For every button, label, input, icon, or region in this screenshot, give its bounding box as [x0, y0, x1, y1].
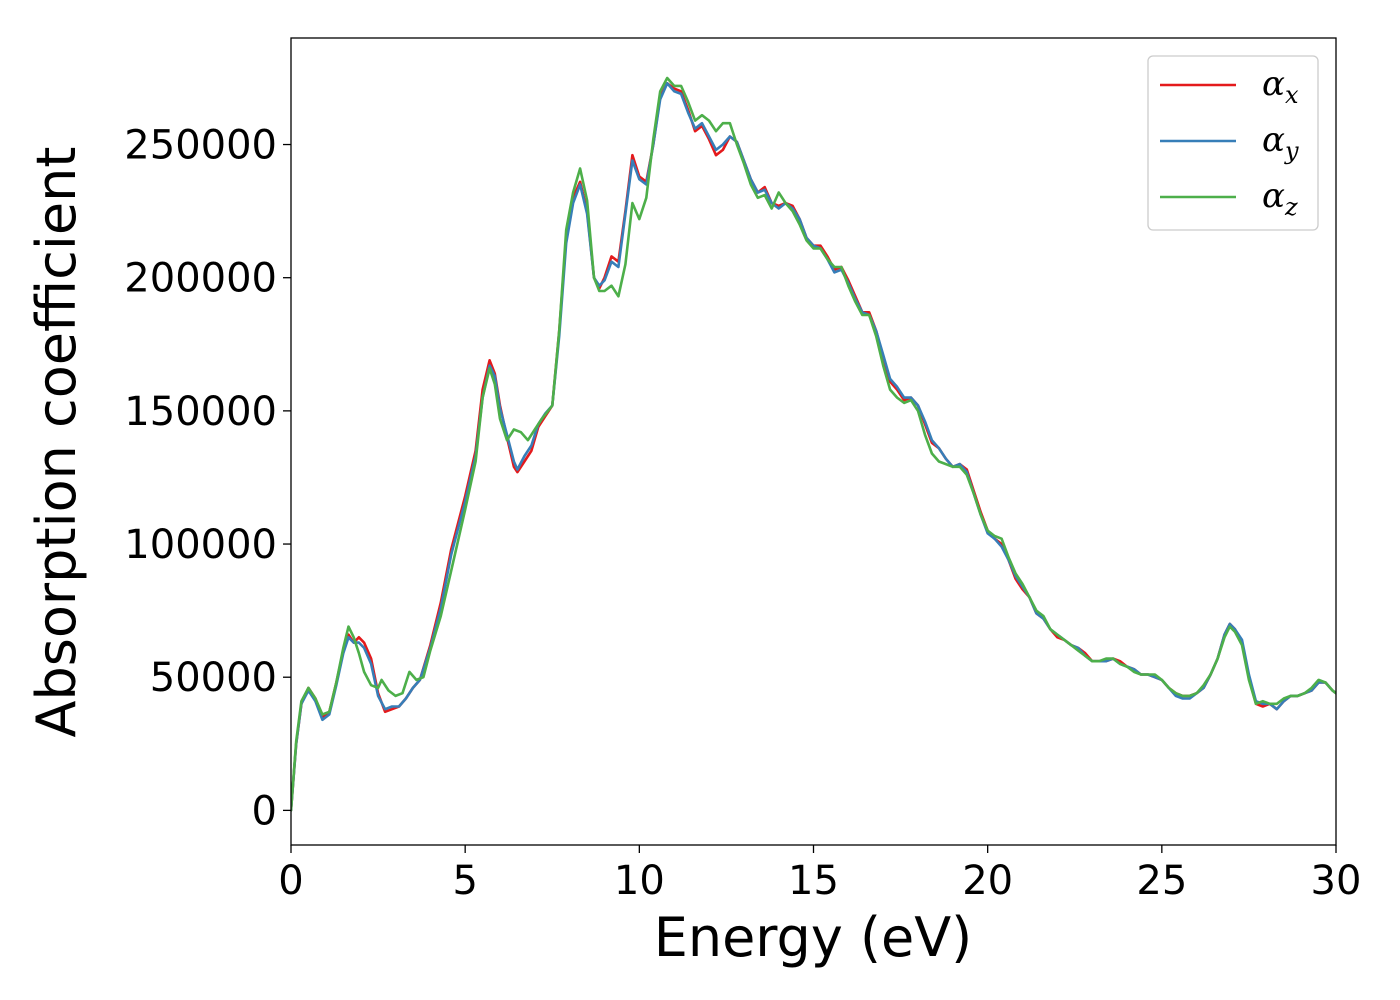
- x-tick-label: 5: [452, 858, 477, 904]
- x-axis-ticks: 0 5 10 15 20 25 30: [278, 845, 1361, 904]
- y-tick-label: 200000: [124, 256, 277, 302]
- y-tick-label: 0: [252, 788, 277, 834]
- y-tick-label: 250000: [124, 123, 277, 169]
- y-tick-label: 150000: [124, 389, 277, 435]
- legend-box: [1147, 55, 1319, 231]
- x-tick-label: 10: [614, 858, 665, 904]
- x-tick-label: 15: [788, 858, 839, 904]
- y-axis-title: Absorption coefficient: [25, 147, 88, 738]
- x-tick-label: 20: [962, 858, 1013, 904]
- series-layer: [291, 76, 1336, 812]
- x-axis-title: Energy (eV): [654, 906, 973, 969]
- x-tick-label: 30: [1311, 858, 1362, 904]
- y-axis-ticks: 0 50000 100000 150000 200000 250000: [124, 123, 291, 834]
- y-tick-label: 50000: [150, 655, 277, 701]
- x-tick-label: 0: [278, 858, 303, 904]
- y-tick-label: 100000: [124, 522, 277, 568]
- x-tick-label: 25: [1136, 858, 1187, 904]
- series-line-z: [291, 76, 1336, 812]
